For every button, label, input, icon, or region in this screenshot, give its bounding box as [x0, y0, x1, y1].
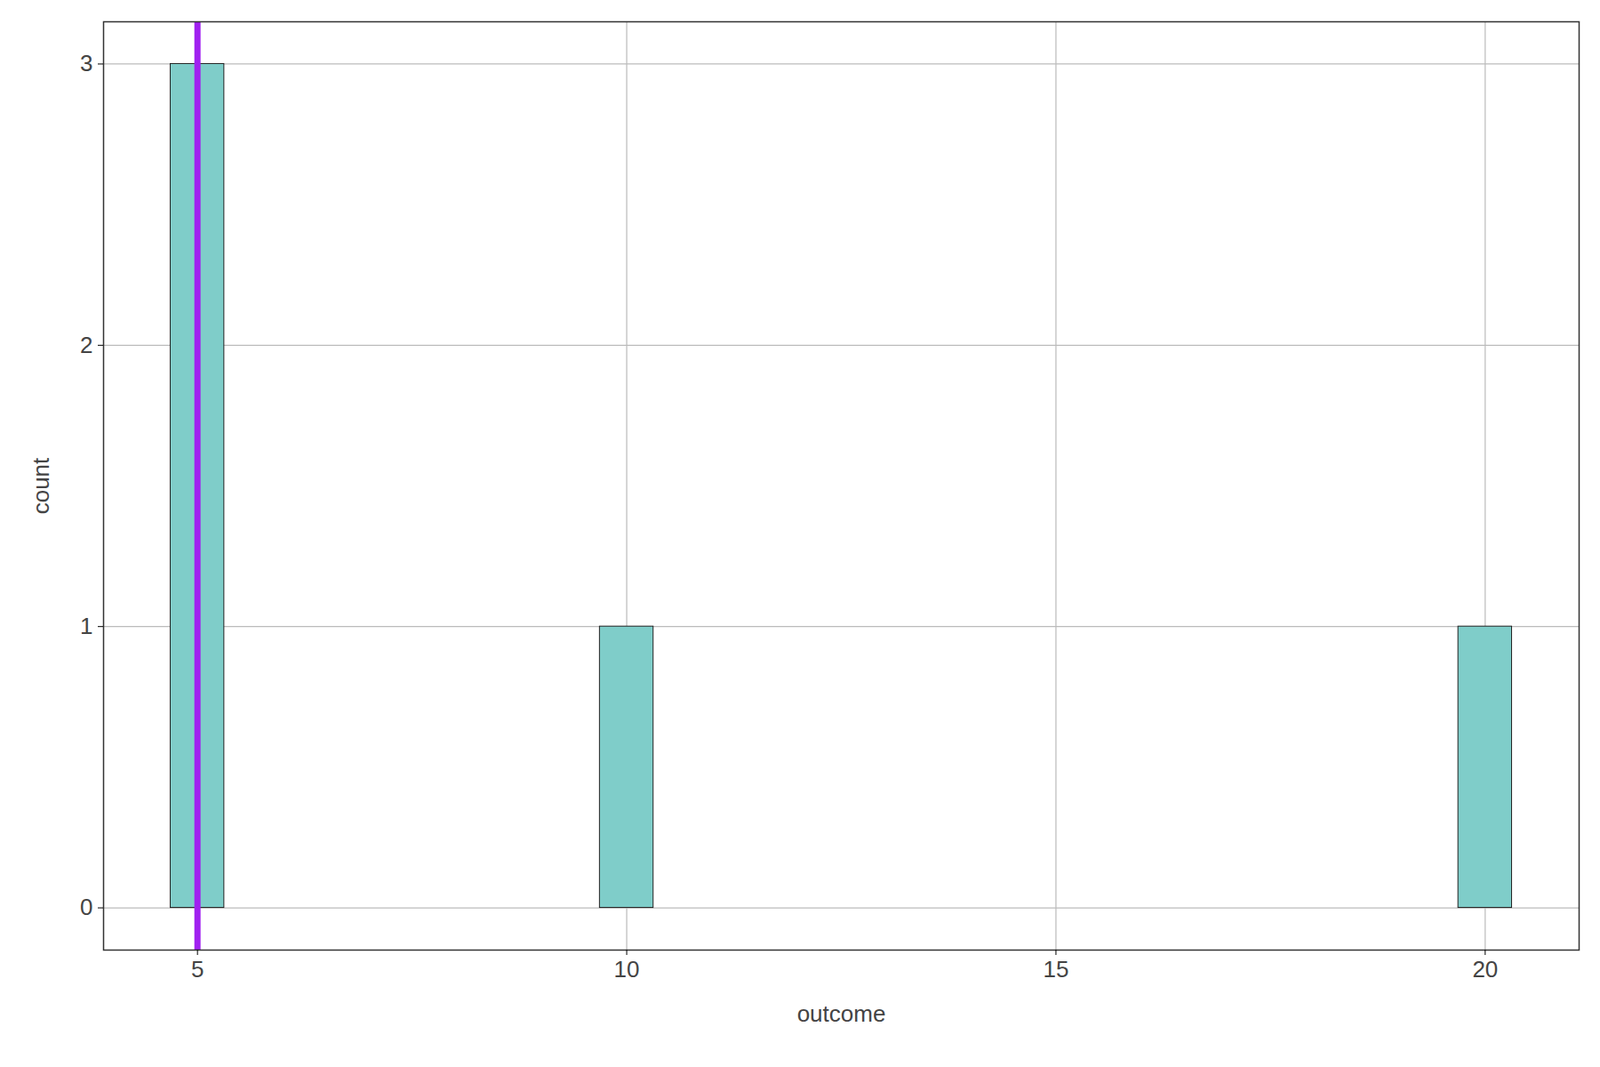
svg-text:5: 5 — [191, 955, 204, 983]
svg-text:outcome: outcome — [797, 1000, 887, 1027]
svg-text:0: 0 — [80, 893, 93, 920]
svg-text:count: count — [27, 456, 55, 514]
svg-text:3: 3 — [80, 49, 93, 77]
svg-text:15: 15 — [1042, 955, 1069, 983]
svg-text:10: 10 — [614, 955, 640, 983]
svg-text:20: 20 — [1472, 955, 1498, 983]
svg-text:1: 1 — [80, 612, 93, 640]
svg-text:2: 2 — [80, 331, 93, 359]
